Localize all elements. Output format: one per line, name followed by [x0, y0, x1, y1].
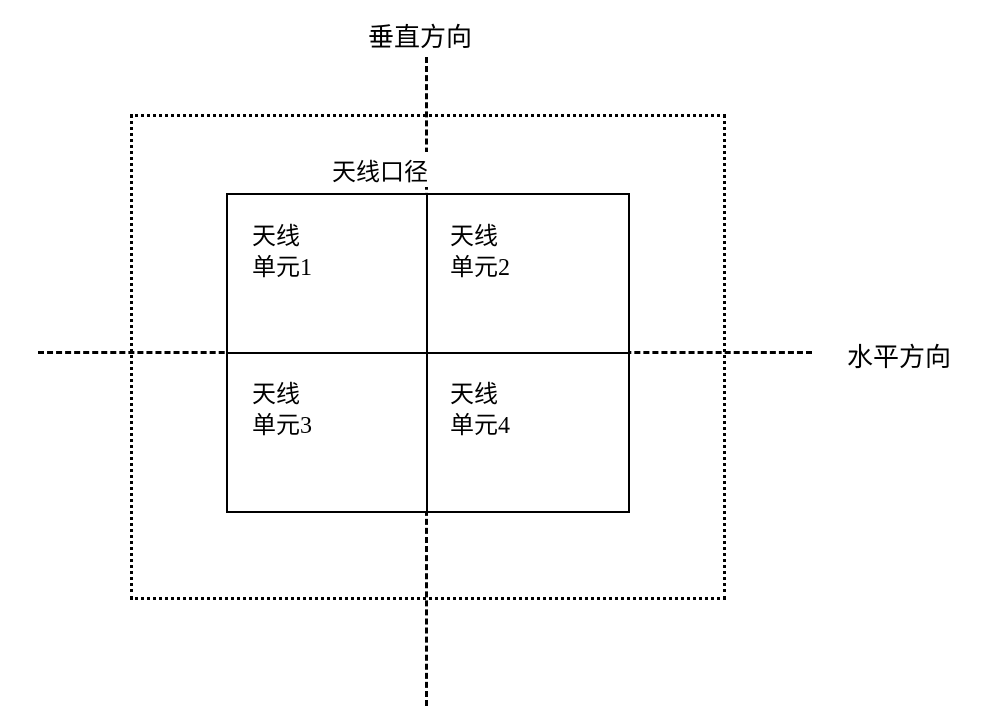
unit-line2: 单元	[252, 413, 300, 439]
unit-line1: 天线	[450, 224, 498, 250]
unit-line1: 天线	[252, 224, 300, 250]
horizontal-axis-label: 水平方向	[847, 337, 951, 374]
unit-line1: 天线	[252, 382, 300, 408]
antenna-unit-3: 天线 单元3	[252, 380, 312, 442]
unit-number: 1	[300, 255, 312, 281]
antenna-unit-1: 天线 单元1	[252, 222, 312, 284]
antenna-diagram: 垂直方向 水平方向 天线口径 天线 单元1 天线 单元2 天线 单元3 天线 单…	[0, 0, 1000, 724]
antenna-unit-4: 天线 单元4	[450, 380, 510, 442]
unit-number: 2	[498, 255, 510, 281]
unit-line1: 天线	[450, 382, 498, 408]
unit-line2: 单元	[450, 255, 498, 281]
unit-number: 3	[300, 413, 312, 439]
unit-number: 4	[498, 413, 510, 439]
vertical-axis-label: 垂直方向	[368, 17, 472, 54]
unit-line2: 单元	[450, 413, 498, 439]
unit-line2: 单元	[252, 255, 300, 281]
aperture-label: 天线口径	[328, 152, 432, 187]
grid-horizontal-divider	[228, 352, 628, 354]
antenna-unit-2: 天线 单元2	[450, 222, 510, 284]
